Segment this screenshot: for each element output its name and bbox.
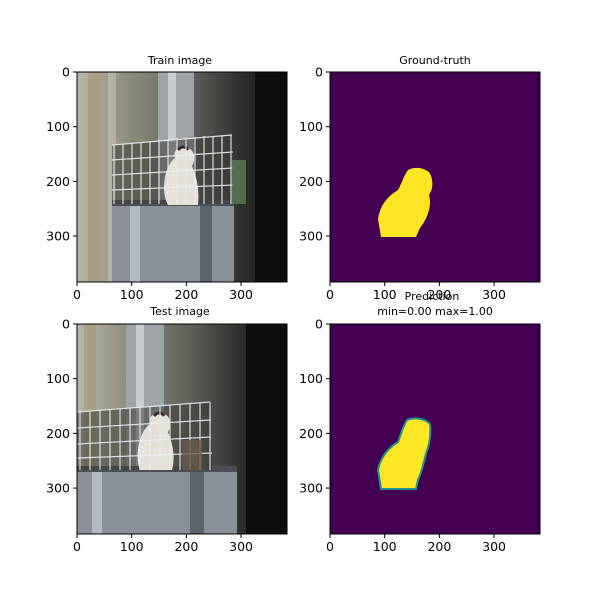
axis-ticks: 0010010020020030030000100100200200300300… <box>46 65 506 555</box>
ground-truth-mask <box>378 167 433 237</box>
test-ytick-label: 200 <box>46 426 70 441</box>
gt-xtick-label: 300 <box>482 287 506 302</box>
pred-ytick-label: 100 <box>299 371 323 386</box>
cage-wire <box>111 134 235 204</box>
gt-ytick-label: 200 <box>299 174 323 189</box>
pred-xtick-label: 100 <box>373 539 397 554</box>
test-ytick-label: 0 <box>62 317 70 332</box>
dog <box>164 146 199 205</box>
test-ytick-label: 100 <box>46 371 70 386</box>
ground-truth-title: Ground-truth <box>399 54 471 67</box>
panel-train-image: Train image <box>76 54 288 283</box>
train-ytick-label: 0 <box>62 65 70 80</box>
pred-xtick-label: 0 <box>326 539 334 554</box>
test-xtick-label: 300 <box>229 539 253 554</box>
prediction-subtitle: min=0.00 max=1.00 <box>377 305 493 318</box>
gt-xtick-label: 200 <box>427 287 451 302</box>
panel-test-image: Test image <box>76 305 288 535</box>
train-xtick-label: 0 <box>73 287 81 302</box>
test-photo <box>77 324 287 534</box>
train-photo <box>77 72 287 282</box>
test-xtick-label: 200 <box>174 539 198 554</box>
gt-xtick-label: 100 <box>373 287 397 302</box>
pred-ytick-label: 200 <box>299 426 323 441</box>
test-xtick-label: 100 <box>120 539 144 554</box>
pred-xtick-label: 300 <box>482 539 506 554</box>
train-xtick-label: 300 <box>229 287 253 302</box>
gt-ytick-label: 100 <box>299 119 323 134</box>
test-axes-frame <box>76 323 288 535</box>
test-xtick-label: 0 <box>73 539 81 554</box>
panel-prediction: Prediction min=0.00 max=1.00 <box>329 290 541 535</box>
test-image-title: Test image <box>149 305 210 318</box>
train-ytick-label: 200 <box>46 174 70 189</box>
pred-ytick-label: 0 <box>315 317 323 332</box>
panel-ground-truth: Ground-truth <box>329 54 541 283</box>
prediction-background <box>330 324 540 534</box>
gt-ytick-label: 300 <box>299 229 323 244</box>
train-xtick-label: 200 <box>174 287 198 302</box>
prediction-title: Prediction <box>405 290 460 303</box>
gt-xtick-label: 0 <box>326 287 334 302</box>
prediction-mask <box>376 417 432 490</box>
train-xtick-label: 100 <box>120 287 144 302</box>
test-ytick-label: 300 <box>46 481 70 496</box>
train-ytick-label: 100 <box>46 119 70 134</box>
prediction-axes-frame <box>329 323 541 535</box>
ground-truth-background <box>330 72 540 282</box>
ground-truth-axes-frame <box>329 71 541 283</box>
train-ytick-label: 300 <box>46 229 70 244</box>
pred-ytick-label: 300 <box>299 481 323 496</box>
train-image-title: Train image <box>147 54 212 67</box>
train-axes-frame <box>76 71 288 283</box>
gt-ytick-label: 0 <box>315 65 323 80</box>
pred-xtick-label: 200 <box>427 539 451 554</box>
